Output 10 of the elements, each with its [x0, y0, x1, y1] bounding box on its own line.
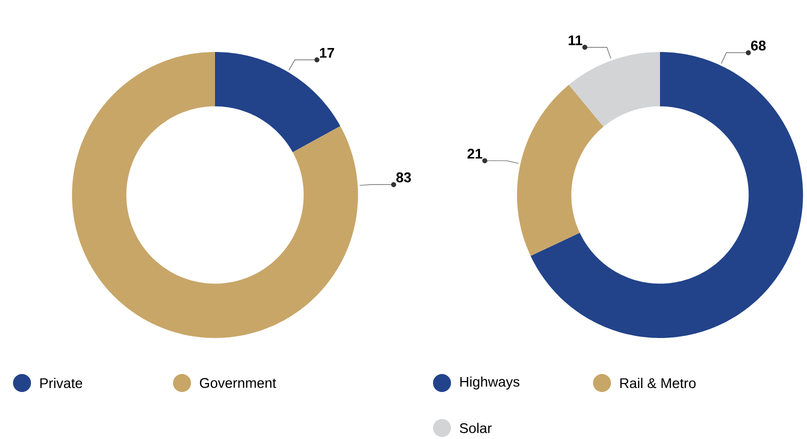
legend-label: Highways	[460, 376, 520, 390]
legend-label: Government	[200, 378, 276, 388]
data-label: 17	[320, 48, 334, 58]
legend-label: Solar	[460, 422, 492, 434]
data-label: 21	[467, 148, 482, 159]
legend-label: Rail & Metro	[620, 378, 696, 388]
data-label: 11	[568, 35, 582, 46]
legend-label: Private	[40, 378, 82, 388]
data-label: 83	[396, 172, 411, 182]
data-label: 68	[751, 40, 766, 51]
